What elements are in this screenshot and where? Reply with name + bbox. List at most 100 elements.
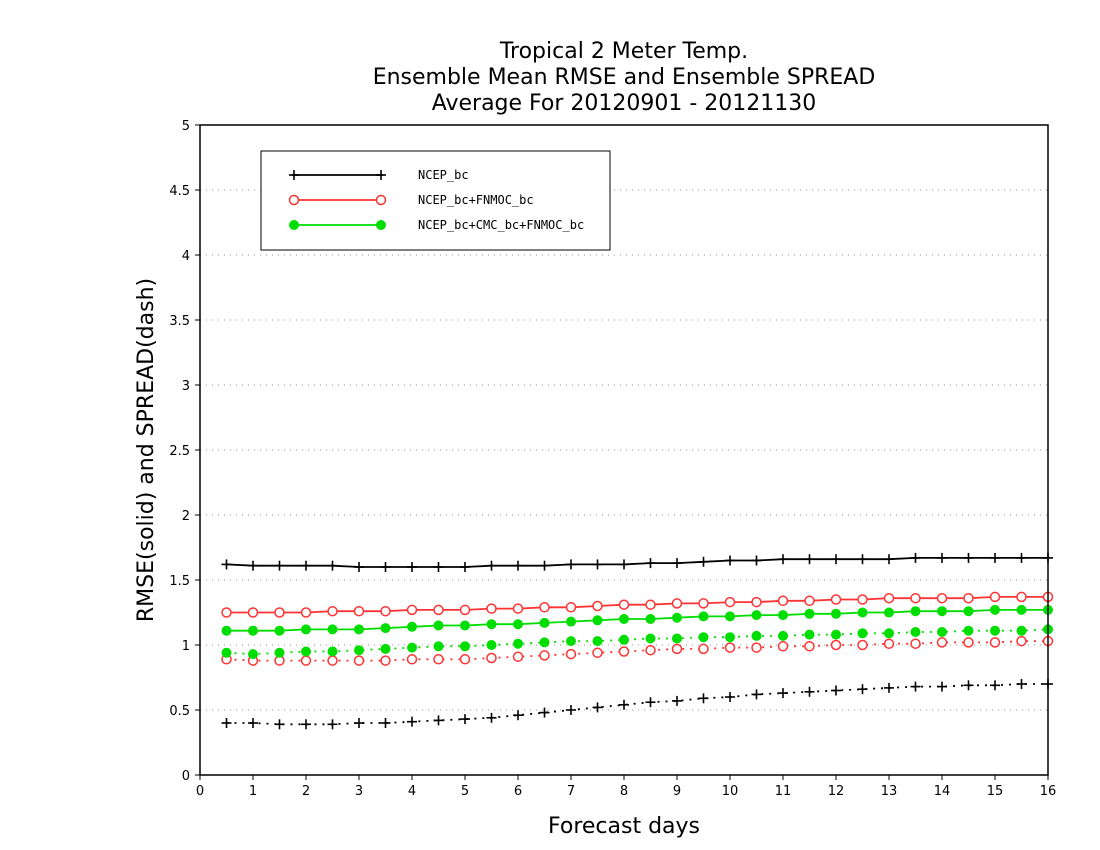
- data-point-rmse: [751, 610, 762, 621]
- data-point-spread: [804, 641, 815, 652]
- data-point-rmse: [831, 608, 841, 619]
- data-point-spread: [671, 643, 683, 655]
- data-point-rmse: [539, 617, 550, 628]
- data-point-rmse: [619, 559, 629, 570]
- data-point-rmse: [433, 604, 444, 616]
- data-point-rmse: [830, 594, 842, 605]
- y-tick-label: 3: [182, 379, 190, 394]
- data-point-spread: [963, 625, 974, 636]
- data-point-spread: [698, 643, 709, 655]
- data-point-spread: [672, 695, 682, 706]
- data-point-spread: [433, 715, 444, 726]
- data-point-rmse: [804, 595, 815, 607]
- series-0: [221, 552, 1053, 730]
- x-tick-label: 9: [673, 784, 681, 799]
- data-point-rmse: [698, 611, 709, 622]
- data-point-spread: [989, 637, 1001, 648]
- data-point-rmse: [486, 619, 497, 630]
- data-point-spread: [936, 637, 948, 648]
- chart-title: Tropical 2 Meter Temp. Ensemble Mean RMS…: [373, 39, 876, 116]
- data-point-rmse: [539, 560, 550, 571]
- data-point-spread: [857, 684, 868, 695]
- title-line-2: Ensemble Mean RMSE and Ensemble SPREAD: [373, 65, 876, 90]
- data-point-spread: [327, 646, 338, 657]
- data-point-rmse: [698, 556, 709, 567]
- data-point-rmse: [274, 607, 285, 618]
- data-point-spread: [301, 719, 311, 730]
- data-point-rmse: [725, 555, 735, 566]
- data-point-spread: [725, 692, 735, 702]
- data-point-rmse: [486, 560, 497, 571]
- data-point-spread: [221, 718, 232, 728]
- data-point-rmse: [380, 562, 391, 572]
- data-point-spread: [380, 718, 391, 728]
- data-point-rmse: [274, 560, 285, 571]
- data-point-rmse: [301, 560, 311, 571]
- data-point-spread: [539, 650, 550, 661]
- data-point-rmse: [407, 562, 417, 572]
- data-point-spread: [910, 627, 921, 637]
- series-line-rmse: [226, 609, 1048, 632]
- data-point-spread: [380, 643, 391, 654]
- data-point-rmse: [248, 560, 258, 571]
- data-point-rmse: [565, 602, 577, 613]
- data-point-spread: [990, 625, 1000, 636]
- legend-label: NCEP_bc+CMC_bc+FNMOC_bc: [418, 218, 584, 232]
- data-point-rmse: [301, 624, 311, 635]
- data-point-spread: [884, 628, 894, 639]
- data-point-spread: [910, 638, 921, 649]
- data-point-spread: [539, 637, 550, 648]
- legend-entry-0: NCEP_bc: [289, 168, 469, 182]
- legend-label: NCEP_bc: [418, 168, 469, 182]
- data-point-spread: [300, 655, 312, 666]
- data-point-spread: [804, 686, 815, 697]
- data-point-spread: [354, 718, 364, 728]
- data-point-spread: [513, 638, 523, 649]
- series-1: [221, 591, 1054, 666]
- x-tick-label: 14: [934, 784, 951, 799]
- data-point-spread: [751, 689, 762, 700]
- data-point-rmse: [884, 607, 894, 618]
- y-axis-label: RMSE(solid) and SPREAD(dash): [134, 278, 159, 622]
- x-tick-label: 11: [775, 784, 792, 799]
- data-point-rmse: [671, 598, 683, 609]
- data-point-spread: [698, 632, 709, 643]
- data-point-rmse: [1016, 591, 1027, 603]
- data-point-rmse: [300, 607, 312, 618]
- data-point-spread: [592, 647, 603, 659]
- data-point-rmse: [937, 606, 947, 617]
- y-tick-label: 0: [182, 769, 190, 784]
- data-point-spread: [884, 682, 894, 693]
- data-point-spread: [327, 719, 338, 730]
- data-point-rmse: [592, 600, 603, 612]
- x-tick-label: 15: [987, 784, 1004, 799]
- data-point-spread: [539, 707, 550, 718]
- title-line-1: Tropical 2 Meter Temp.: [499, 39, 748, 64]
- data-point-spread: [1016, 635, 1027, 647]
- data-point-rmse: [513, 560, 523, 571]
- data-point-rmse: [406, 604, 418, 616]
- data-point-rmse: [1016, 604, 1027, 615]
- x-axis-label: Forecast days: [548, 814, 700, 839]
- data-point-spread: [566, 705, 576, 715]
- y-tick-label: 4.5: [169, 184, 190, 199]
- data-point-rmse: [459, 604, 471, 616]
- data-point-spread: [645, 697, 656, 708]
- data-point-spread: [433, 654, 444, 665]
- data-point-rmse: [327, 560, 338, 571]
- x-tick-label: 0: [196, 784, 204, 799]
- x-tick-label: 16: [1040, 784, 1057, 799]
- data-point-rmse: [831, 554, 841, 565]
- data-point-rmse: [592, 559, 603, 570]
- data-point-spread: [831, 685, 841, 696]
- data-point-rmse: [804, 554, 815, 565]
- data-point-spread: [618, 646, 630, 657]
- series-2: [221, 604, 1053, 660]
- y-tick-label: 2.5: [169, 444, 190, 459]
- legend-entry-2: NCEP_bc+CMC_bc+FNMOC_bc: [289, 218, 584, 232]
- data-point-spread: [380, 655, 391, 666]
- data-point-rmse: [936, 592, 948, 604]
- data-point-spread: [486, 640, 497, 650]
- data-point-rmse: [989, 591, 1001, 603]
- data-point-spread: [512, 651, 524, 662]
